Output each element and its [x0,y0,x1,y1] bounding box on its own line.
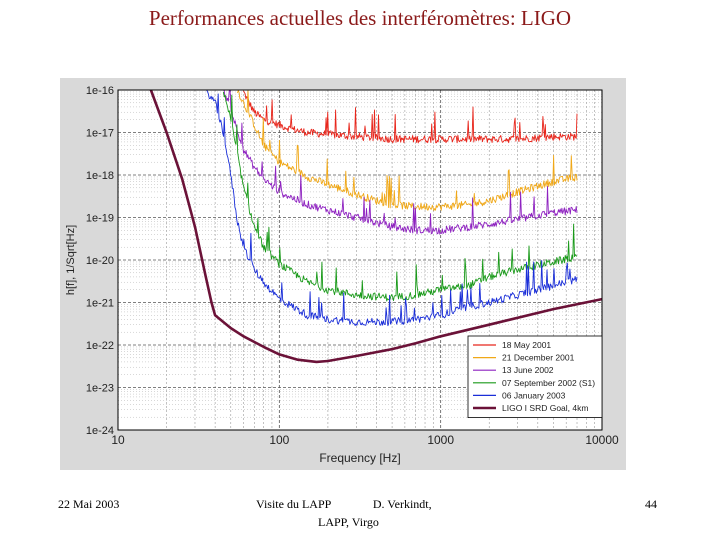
y-tick-label: 1e-21 [86,298,114,310]
page-number: 44 [645,497,657,511]
series-line-3 [222,91,578,302]
slide-title: Performances actuelles des interféromètr… [148,6,572,30]
legend-label: 13 June 2002 [502,365,554,375]
series-line-5 [149,89,603,364]
x-tick-label: 10 [111,433,125,447]
y-tick-label: 1e-17 [86,128,114,140]
y-tick-label: 1e-20 [86,255,114,267]
y-tick-label: 1e-22 [86,340,114,352]
legend-label: LIGO I SRD Goal, 4km [502,403,588,413]
noise-spectrum-chart: 1e-24 1e-23 1e-22 1e-21 1e-20 1e-19 1e-18 1e-17… [60,78,626,470]
legend-label: 07 September 2002 (S1) [502,378,595,388]
legend-label: 21 December 2001 [502,353,575,363]
series-layer [149,89,603,364]
footer-organization: LAPP, Virgo [318,515,379,529]
legend: 18 May 2001 21 December 2001 13 June 2002 0… [467,335,603,418]
y-tick-label: 1e-23 [86,383,114,395]
legend-label: 06 January 2003 [502,390,566,400]
y-tick-label: 1e-19 [86,213,114,225]
legend-label: 18 May 2001 [502,340,551,350]
footer-date: 22 Mai 2003 [58,497,120,511]
series-line-4 [205,89,578,327]
chart-svg: 1e-24 1e-23 1e-22 1e-21 1e-20 1e-19 1e-18 1e-17… [60,78,626,470]
y-axis-label: h[f], 1/Sqrt[Hz] [65,225,77,295]
x-axis-label: Frequency [Hz] [319,451,400,465]
legend-box [467,335,603,418]
series-line-2 [223,89,578,235]
series-line-1 [236,89,578,211]
plot-frame [117,89,603,431]
y-tick-label: 1e-24 [86,425,114,437]
series-line-0 [243,90,578,144]
footer-presenter: Visite du LAPP D. Verkindt, [256,497,432,511]
axes: 1e-24 1e-23 1e-22 1e-21 1e-20 1e-19 1e-18 1e-17… [65,85,619,465]
y-tick-label: 1e-16 [86,85,114,97]
x-tick-label: 10000 [585,433,619,447]
y-tick-label: 1e-18 [86,170,114,182]
x-tick-label: 1000 [427,433,454,447]
x-tick-label: 100 [269,433,289,447]
